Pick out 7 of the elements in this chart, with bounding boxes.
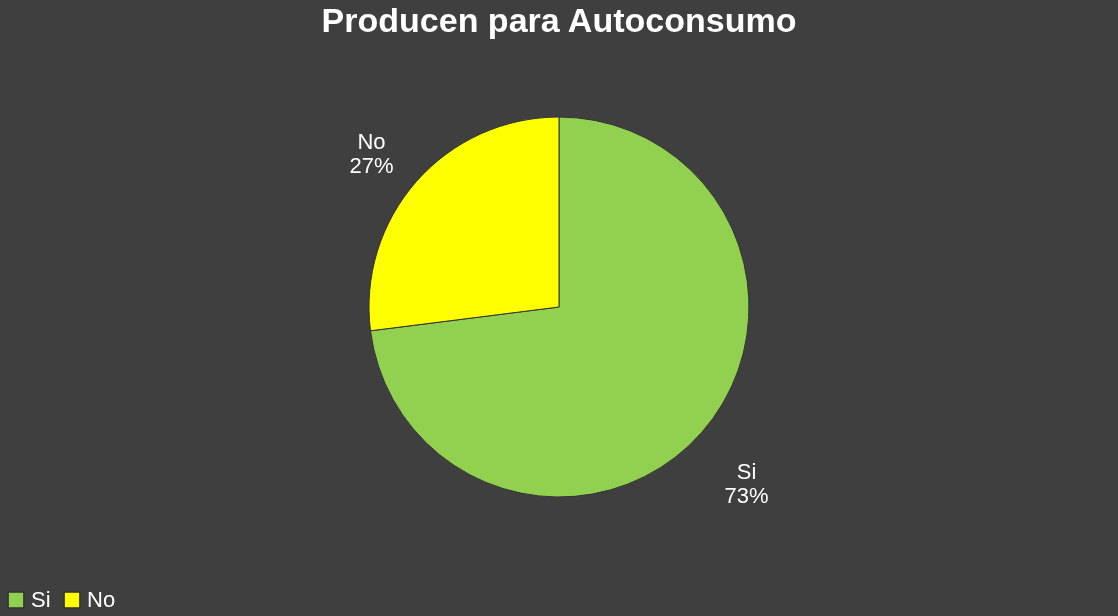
data-label: 73%	[724, 483, 769, 509]
data-label: 27%	[349, 152, 394, 178]
slice-label: No	[357, 128, 386, 154]
chart-title: Producen para Autoconsumo	[321, 1, 797, 39]
slice-label: Si	[736, 459, 757, 485]
legend-label: No	[87, 587, 116, 612]
legend-label: Si	[31, 587, 51, 612]
